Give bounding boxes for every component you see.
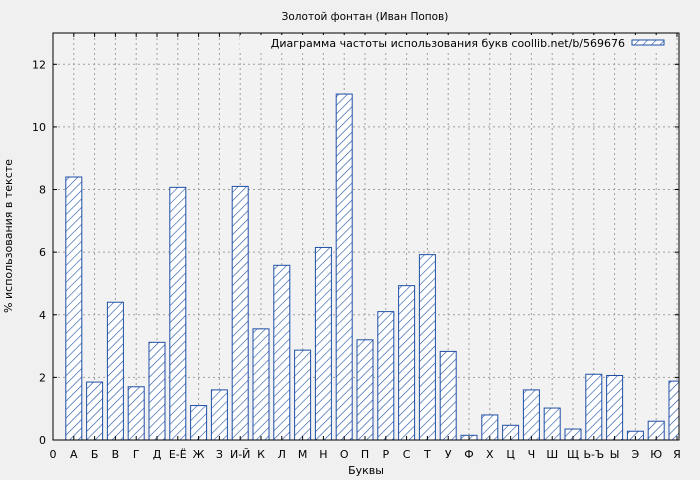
- legend-label: Диаграмма частоты использования букв coo…: [271, 37, 625, 50]
- bar: [294, 349, 312, 441]
- bar: [585, 373, 603, 441]
- bar: [377, 311, 395, 441]
- bar: [231, 185, 249, 441]
- x-axis: 0 А Б В Г Д Е-Ё Ж З И-Й К Л М Н О П Р С Т У Ф Х Ц Ч Ш Щ Ь-Ъ Ы Э Ю Я: [50, 33, 681, 461]
- y-tick-label: 12: [32, 58, 46, 71]
- chart-title: Золотой фонтан (Иван Попов): [282, 11, 449, 23]
- x-tick-label: В: [112, 448, 120, 461]
- y-tick-label: 10: [32, 121, 46, 134]
- x-axis-label: Буквы: [348, 464, 384, 477]
- x-tick-label: П: [361, 448, 369, 461]
- x-tick-label: Г: [133, 448, 140, 461]
- bar: [148, 341, 166, 441]
- bar: [127, 386, 145, 441]
- bar: [439, 350, 457, 441]
- bar: [606, 375, 624, 441]
- bar: [543, 407, 561, 441]
- x-tick-label: Р: [382, 448, 389, 461]
- y-tick-label: 2: [39, 371, 46, 384]
- y-tick-label: 0: [39, 434, 46, 447]
- plot-frame: [52, 32, 680, 441]
- bar: [65, 176, 83, 441]
- bar: [210, 389, 228, 441]
- x-tick-label: Д: [153, 448, 162, 461]
- x-tick-label: У: [445, 448, 452, 461]
- x-tick-label: Ь-Ъ: [583, 448, 604, 461]
- x-tick-label: С: [403, 448, 411, 461]
- y-axis-label: % использования в тексте: [2, 159, 15, 313]
- bar: [418, 254, 436, 441]
- x-tick-label: К: [257, 448, 265, 461]
- x-tick-label: З: [216, 448, 223, 461]
- x-tick-label: Е-Ё: [169, 448, 187, 461]
- legend: Диаграмма частоты использования букв coo…: [240, 35, 676, 51]
- x-tick-label: Э: [632, 448, 640, 461]
- x-tick-label: 0: [50, 448, 57, 461]
- bar: [86, 381, 104, 441]
- x-tick-label: Ж: [193, 448, 205, 461]
- y-axis: 0 2 4 6 8 10 12: [32, 58, 679, 447]
- bar: [668, 380, 680, 441]
- x-tick-label: А: [70, 448, 78, 461]
- bar: [106, 301, 124, 441]
- x-tick-label: Т: [423, 448, 431, 461]
- x-tick-label: Я: [673, 448, 681, 461]
- bar: [252, 328, 270, 441]
- x-tick-label: Щ: [567, 448, 579, 461]
- x-tick-label: М: [298, 448, 308, 461]
- y-tick-label: 6: [39, 246, 46, 259]
- legend-background: [240, 35, 676, 51]
- grid-lines: [53, 33, 679, 440]
- bars: [65, 93, 680, 441]
- x-tick-label: Ы: [610, 448, 620, 461]
- x-tick-label: Ч: [528, 448, 536, 461]
- bar: [335, 93, 353, 441]
- bar: [169, 186, 187, 441]
- bar: [522, 389, 540, 441]
- bar: [356, 339, 374, 441]
- x-tick-label: Ю: [650, 448, 662, 461]
- x-tick-label: Ш: [546, 448, 558, 461]
- x-tick-label: Н: [319, 448, 327, 461]
- bar: [190, 405, 208, 441]
- y-tick-label: 4: [39, 309, 46, 322]
- x-tick-label: Ц: [506, 448, 515, 461]
- x-tick-label: Ф: [464, 448, 473, 461]
- x-tick-label: Л: [278, 448, 286, 461]
- x-tick-label: И-Й: [230, 448, 250, 461]
- legend-swatch: [631, 39, 665, 46]
- bar: [314, 246, 332, 441]
- bar: [398, 285, 416, 441]
- y-tick-label: 8: [39, 184, 46, 197]
- x-tick-label: Х: [486, 448, 494, 461]
- x-tick-label: Б: [91, 448, 99, 461]
- bar: [273, 264, 291, 441]
- x-tick-label: О: [340, 448, 349, 461]
